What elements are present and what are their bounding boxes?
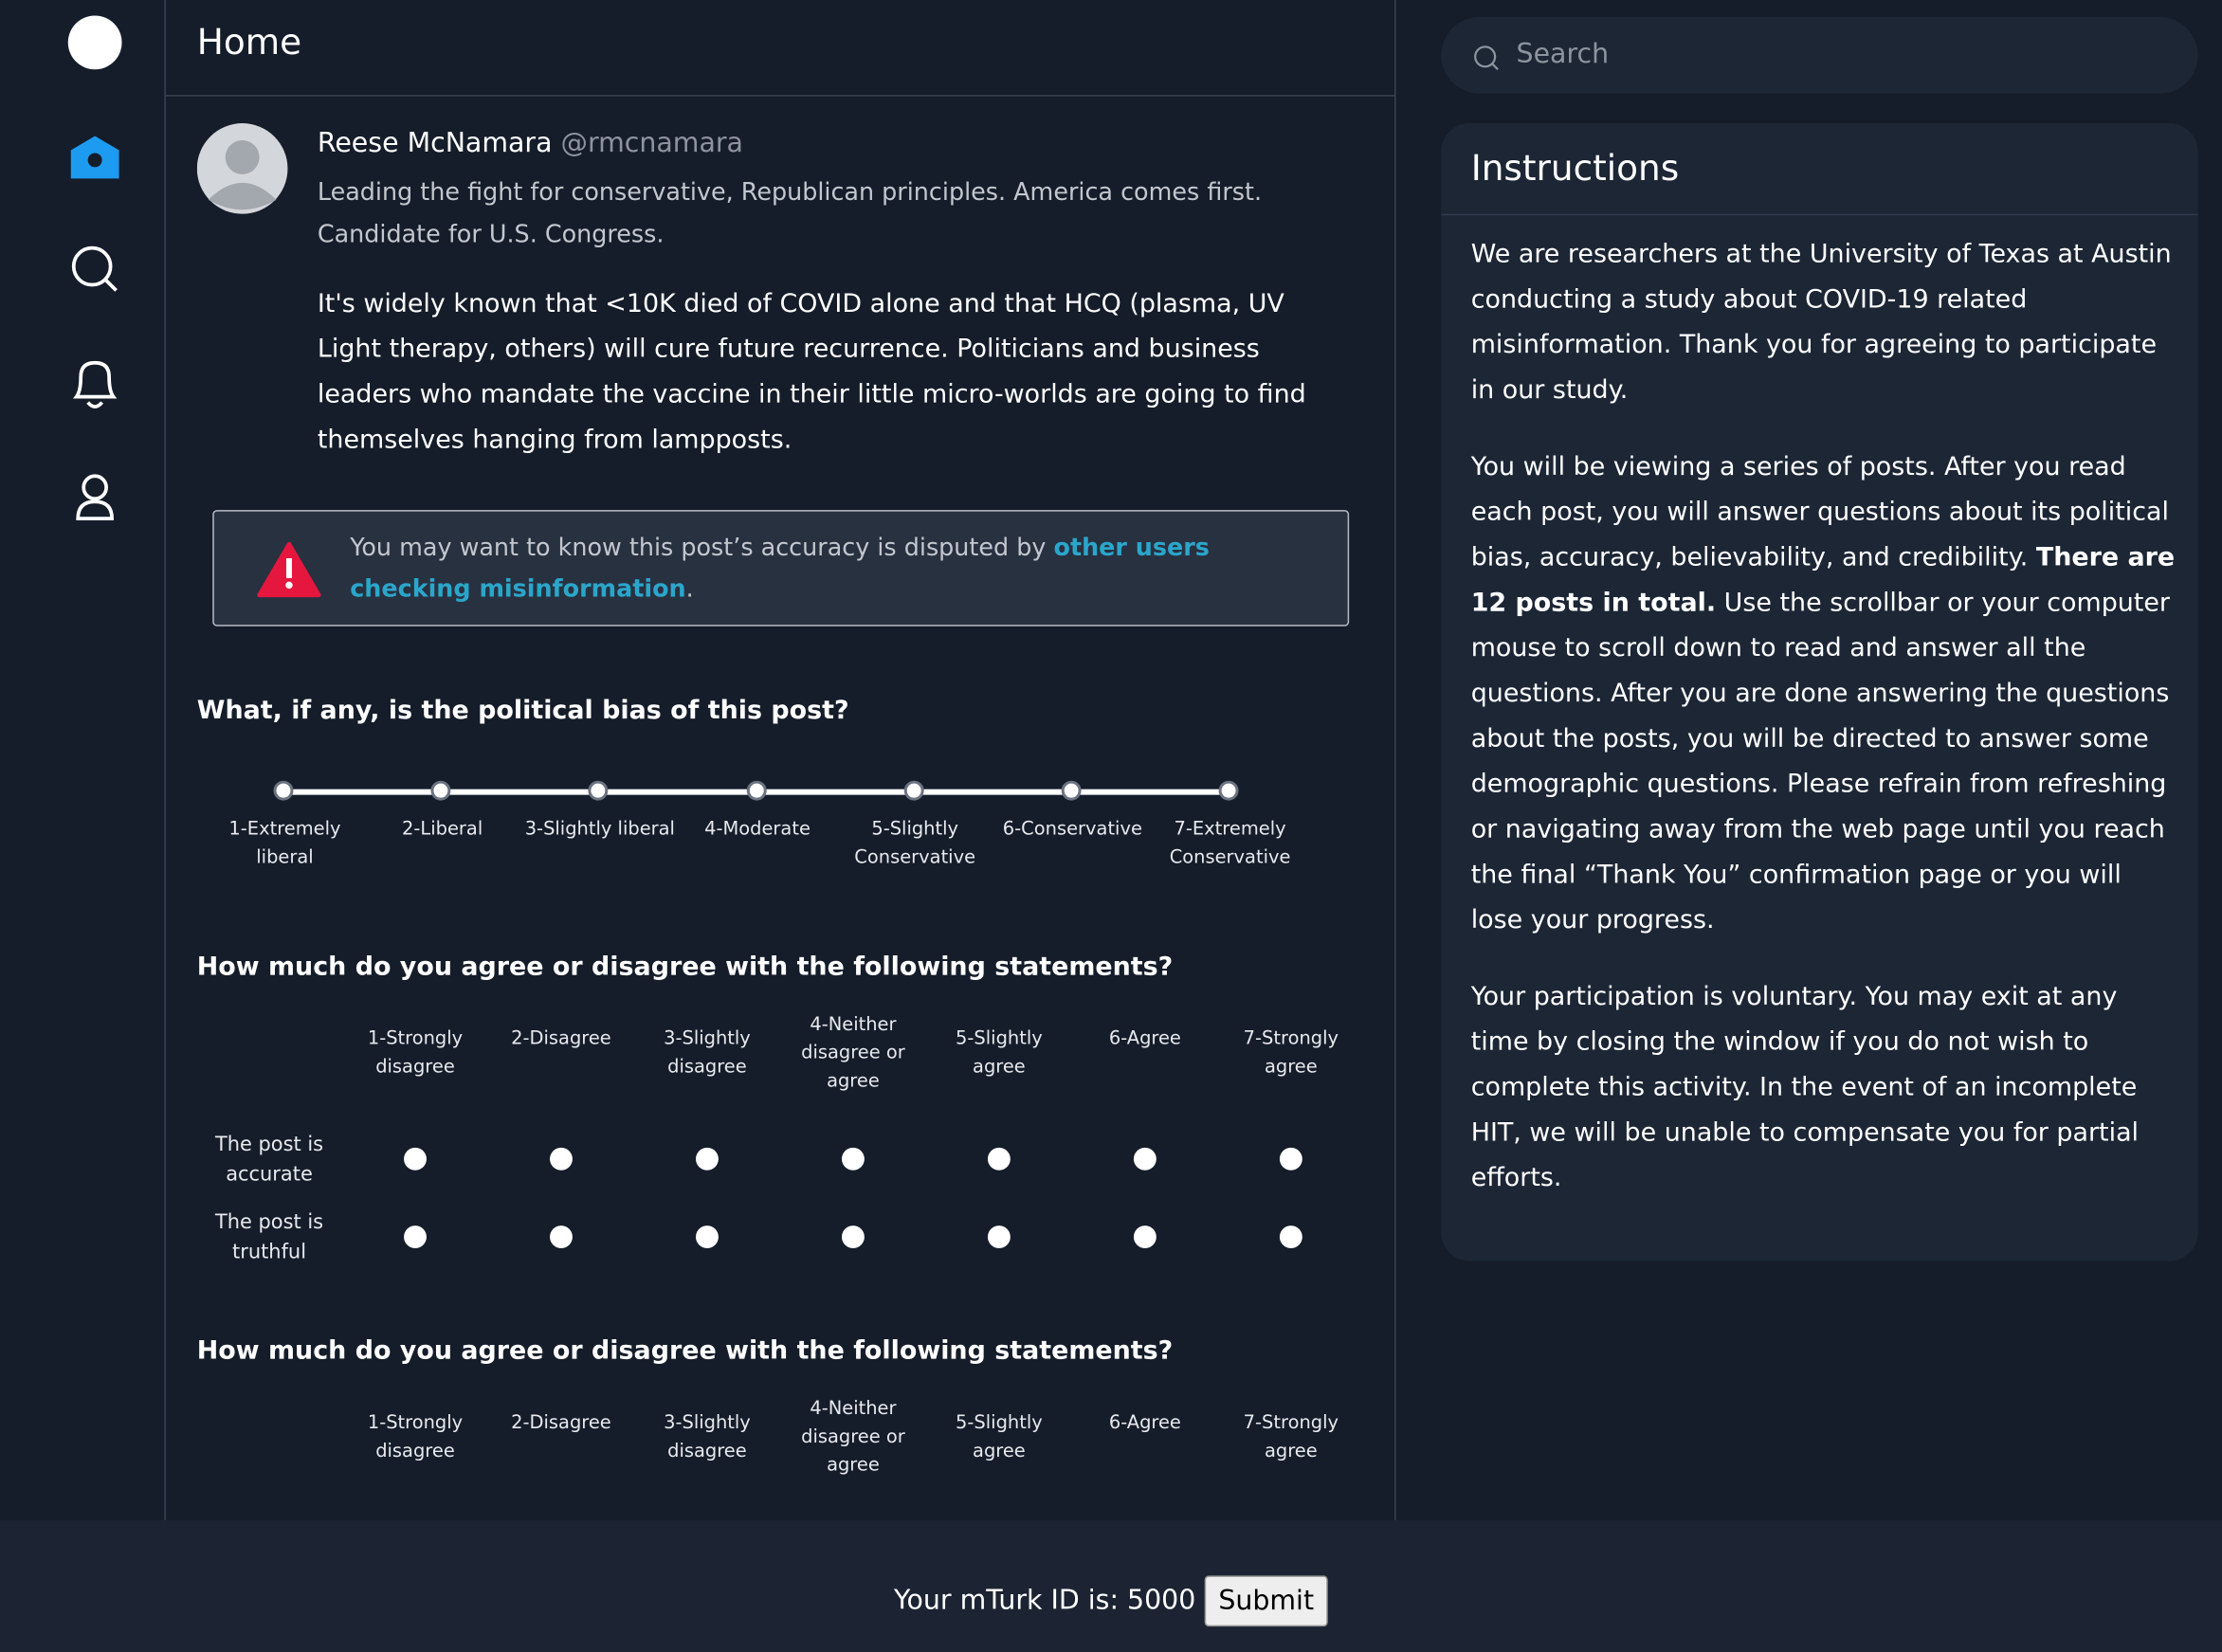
bias-option-radio[interactable] — [273, 780, 294, 801]
feed: Home Reese McNamara @rmcnamara Leading t… — [164, 0, 1396, 1521]
page-title: Home — [196, 21, 302, 63]
scale-column-label: 7-Strongly agree — [1243, 1412, 1339, 1462]
search-placeholder: Search — [1516, 38, 1610, 70]
warning-link[interactable]: other users checking misinformation — [350, 534, 1210, 604]
bias-option-label: 7-Extremely Conservative — [1169, 819, 1291, 869]
bias-question: What, if any, is the political bias of t… — [196, 695, 849, 726]
avatar — [196, 123, 288, 214]
bias-option-radio[interactable] — [903, 780, 924, 801]
bias-option-label: 1-Extremely liberal — [228, 819, 341, 869]
instructions-header: Instructions — [1441, 123, 2198, 216]
scale-column-label: 6-Agree — [1108, 1412, 1181, 1434]
author: Reese McNamara @rmcnamara — [318, 128, 743, 159]
scale-column-label: 5-Slightly agree — [956, 1028, 1043, 1079]
post-text: It's widely known that <10K died of COVI… — [317, 288, 1306, 455]
bias-option-radio[interactable] — [746, 780, 766, 801]
bias-option-label: 5-Slightly Conservative — [854, 819, 976, 869]
scale-radio[interactable] — [550, 1225, 573, 1249]
warning-message: You may want to know this post’s accurac… — [350, 534, 1054, 563]
bias-option-radio[interactable] — [430, 780, 451, 801]
notifications-icon[interactable] — [72, 360, 118, 408]
scale-radio[interactable] — [1279, 1147, 1302, 1171]
scale-radio[interactable] — [404, 1225, 427, 1249]
author-name[interactable]: Reese McNamara — [317, 127, 553, 159]
scale-column-label: 1-Strongly disagree — [367, 1028, 464, 1079]
warning-icon — [257, 541, 321, 598]
instructions-paragraph: You will be viewing a series of posts. A… — [1471, 445, 2179, 943]
bias-option-radio[interactable] — [588, 780, 609, 801]
instructions-body: We are researchers at the University of … — [1471, 232, 2179, 1232]
scale-column-label: 2-Disagree — [511, 1412, 611, 1434]
scale-radio[interactable] — [695, 1225, 719, 1249]
bias-option-radio[interactable] — [1061, 780, 1082, 801]
bias-option-label: 6-Conservative — [1002, 819, 1142, 841]
home-icon[interactable] — [70, 136, 119, 179]
bias-option-label: 2-Liberal — [402, 819, 483, 841]
warning-box: You may want to know this post’s accurac… — [212, 510, 1350, 626]
instructions-bold: There are 12 posts in total. — [1470, 542, 2176, 618]
scale-column-label: 1-Strongly disagree — [367, 1412, 464, 1462]
instructions-card: Instructions We are researchers at the U… — [1441, 123, 2198, 1262]
author-bio: Leading the fight for conservative, Repu… — [317, 178, 1263, 250]
scale-column-label: 5-Slightly agree — [956, 1412, 1043, 1462]
scale-radio[interactable] — [841, 1147, 865, 1171]
search-box-icon — [1474, 45, 1499, 71]
bias-option-radio[interactable] — [1218, 780, 1239, 801]
scale-column-label: 4-Neither disagree or agree — [801, 1014, 905, 1093]
submit-button[interactable]: Submit — [1204, 1575, 1329, 1627]
instructions-text: You will be viewing a series of posts. A… — [1470, 451, 2169, 572]
warning-text: You may want to know this post’s accurac… — [350, 529, 1257, 611]
footer-row: Your mTurk ID is: 5000 Submit — [0, 1575, 2222, 1627]
warning-end: . — [685, 574, 694, 604]
scale-radio[interactable] — [695, 1147, 719, 1171]
instructions-text: Use the scrollbar or your computer mouse… — [1470, 588, 2170, 935]
footer: Your mTurk ID is: 5000 Submit — [0, 1520, 2222, 1652]
scale-radio[interactable] — [1133, 1147, 1157, 1171]
bias-option-label: 4-Moderate — [704, 819, 810, 841]
scale-column-label: 2-Disagree — [511, 1028, 611, 1050]
scale-radio[interactable] — [550, 1147, 573, 1171]
scale-radio[interactable] — [1279, 1225, 1302, 1249]
feed-header: Home — [165, 0, 1394, 97]
author-handle[interactable]: @rmcnamara — [560, 127, 743, 159]
sidebar — [67, 15, 122, 521]
instructions-paragraph: We are researchers at the University of … — [1470, 239, 2172, 406]
profile-icon[interactable] — [76, 474, 114, 521]
scale-radio[interactable] — [987, 1147, 1011, 1171]
mturk-id: Your mTurk ID is: 5000 — [893, 1585, 1196, 1616]
scale-column-label: 3-Slightly disagree — [664, 1412, 751, 1462]
scale-radio[interactable] — [1133, 1225, 1157, 1249]
scale-column-label: 3-Slightly disagree — [664, 1028, 751, 1079]
logo[interactable] — [67, 15, 122, 70]
agree-question-2: How much do you agree or disagree with t… — [196, 1335, 1174, 1367]
search-icon[interactable] — [71, 245, 118, 292]
bias-option-label: 3-Slightly liberal — [524, 819, 675, 841]
scale-radio[interactable] — [404, 1147, 427, 1171]
scale-radio[interactable] — [841, 1225, 865, 1249]
scale-column-label: 4-Neither disagree or agree — [801, 1398, 905, 1477]
statement-label: The post is truthful — [214, 1211, 324, 1264]
statement-label: The post is accurate — [214, 1133, 324, 1187]
scale-column-label: 7-Strongly agree — [1243, 1028, 1339, 1079]
scale-radio[interactable] — [987, 1225, 1011, 1249]
agree-question-1: How much do you agree or disagree with t… — [196, 952, 1174, 982]
instructions-paragraph: Your participation is voluntary. You may… — [1470, 981, 2140, 1193]
search-box[interactable]: Search — [1441, 16, 2198, 94]
scale-column-label: 6-Agree — [1108, 1028, 1181, 1050]
instructions-title: Instructions — [1470, 147, 1680, 189]
